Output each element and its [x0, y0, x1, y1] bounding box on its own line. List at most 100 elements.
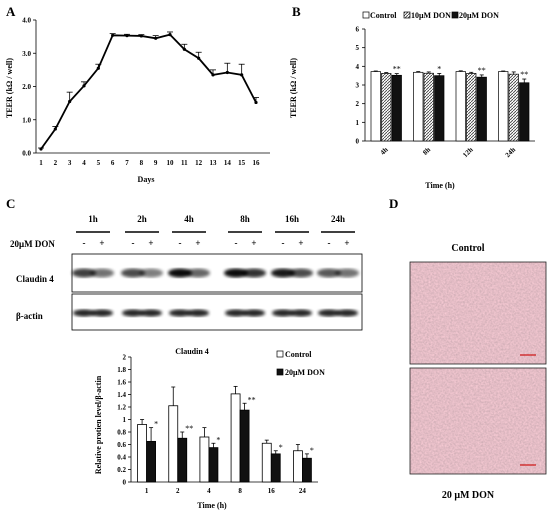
chart-a-xtick-label: 4 [82, 159, 86, 167]
chart-b-ytick-label: 6 [356, 26, 360, 34]
chart-c-bar [270, 453, 281, 483]
chart-b-bar [508, 73, 519, 142]
blot-band-claudin4 [121, 268, 145, 278]
blot-band-beta-actin [243, 309, 265, 317]
chart-a-point [240, 73, 244, 77]
chart-b-ytick-label: 0 [356, 138, 360, 146]
blot-time-label: 16h [285, 214, 299, 224]
blot-time-label: 4h [184, 214, 194, 224]
blot-band-beta-actin [272, 309, 294, 317]
chart-b-bar [498, 71, 509, 142]
chart-c-bar [168, 405, 179, 483]
chart-c-xtick-label: 24 [299, 487, 307, 495]
chart-c-bar [230, 393, 241, 483]
chart-a-point [82, 84, 86, 88]
chart-a-point [182, 47, 186, 51]
chart-b-significance: ** [520, 70, 528, 79]
chart-c-legend-swatch [276, 350, 284, 358]
blot-band-claudin4 [90, 268, 114, 278]
chart-a-xtick-label: 10 [167, 159, 175, 167]
chart-c-significance: * [310, 446, 314, 455]
chart-c-bar [239, 409, 250, 483]
chart-c-bar [293, 450, 303, 483]
chart-b-teer-bars: TEER (kΩ / well) Time (h) 0 1 2 3 4 5 6 4h 8h 12h… [289, 11, 535, 190]
chart-c-ytick-label: 0.6 [117, 441, 126, 449]
chart-a-point [154, 36, 158, 40]
chart-c-bar [199, 436, 210, 483]
chart-a-ytick-label: 2.0 [22, 83, 31, 91]
blot-band-beta-actin [73, 309, 95, 317]
blot-band-beta-actin [169, 309, 191, 317]
chart-c-ytick-label: 2 [123, 354, 127, 362]
chart-c-xtick-label: 1 [145, 487, 149, 495]
chart-c-significance: ** [185, 424, 193, 433]
blot-band-beta-actin [91, 309, 113, 317]
chart-c-ytick-label: 1 [123, 416, 127, 424]
chart-c-claudin4-bars: Claudin 4 Relative protien level/β-actin… [94, 347, 325, 510]
chart-c-bar [302, 457, 312, 483]
blot-band-beta-actin [187, 309, 209, 317]
blot-lane-sign: + [344, 238, 349, 248]
chart-a-xtick-label: 7 [125, 159, 129, 167]
chart-b-bar [391, 74, 402, 142]
chart-c-ytick-label: 1.4 [117, 391, 126, 399]
blot-time-label: 2h [137, 214, 147, 224]
blot-lane-sign: - [132, 238, 135, 248]
chart-a-point [225, 70, 229, 75]
blot-lane-sign: - [235, 238, 238, 248]
blot-lane-sign: + [298, 238, 303, 248]
chart-b-bar [455, 71, 466, 142]
blot-lane-sign: + [195, 238, 200, 248]
chart-a-ytick-label: 0.0 [22, 150, 31, 158]
chart-b-legend-swatch [403, 11, 411, 19]
blot-row-label-beta-actin: β-actin [16, 311, 43, 321]
chart-b-ytick-label: 4 [356, 63, 360, 71]
chart-c-ytick-label: 0.4 [117, 454, 126, 462]
blot-band-claudin4 [317, 268, 341, 278]
chart-a-point [197, 56, 201, 60]
blot-band-claudin4 [186, 268, 210, 278]
blot-band-claudin4 [224, 268, 248, 278]
chart-b-ylabel: TEER (kΩ / well) [289, 58, 298, 118]
blot-treatment-label: 20μM DON [10, 239, 55, 249]
blot-band-claudin4 [289, 268, 313, 278]
chart-a-point [139, 34, 143, 38]
chart-a-xtick-label: 11 [181, 159, 188, 167]
micrographs: Control 20 μM DON [409, 243, 547, 501]
micrograph-don-frame [409, 367, 547, 475]
micrograph-don [410, 368, 546, 474]
chart-a-point [168, 33, 172, 37]
blot-lane-sign: - [282, 238, 285, 248]
blot-time-label: 24h [331, 214, 345, 224]
chart-c-ytick-label: 1.6 [117, 379, 126, 387]
chart-c-xtick-label: 4 [207, 487, 211, 495]
chart-b-legend-label: 10μM DON [411, 11, 451, 20]
chart-c-xlabel: Time (h) [197, 501, 227, 510]
blot-band-claudin4 [139, 268, 163, 278]
chart-a-xtick-label: 5 [97, 159, 101, 167]
chart-a-xtick-label: 8 [140, 159, 144, 167]
blot-band-beta-actin [225, 309, 247, 317]
blot-time-label: 8h [240, 214, 250, 224]
chart-c-bar [177, 437, 188, 483]
blot-band-claudin4 [72, 268, 96, 278]
chart-c-xtick-label: 8 [238, 487, 242, 495]
chart-c-ylabel: Relative protien level/β-actin [94, 375, 103, 474]
chart-c-ytick-label: 0 [123, 479, 127, 487]
blot-box-claudin4 [71, 253, 363, 293]
blot-row-label-claudin4: Claudin 4 [16, 274, 54, 284]
blot-band-claudin4 [168, 268, 192, 278]
blot-box-beta-actin [71, 293, 363, 331]
chart-c-ytick-label: 1.8 [117, 366, 126, 374]
chart-c-xtick-label: 2 [176, 487, 180, 495]
chart-c-xtick-label: 16 [268, 487, 276, 495]
panel-label-d: D [389, 196, 398, 211]
blot-lane-sign: + [148, 238, 153, 248]
chart-a-xtick-label: 13 [210, 159, 218, 167]
chart-a-xtick-label: 9 [154, 159, 158, 167]
chart-a-xtick-label: 15 [238, 159, 246, 167]
chart-b-ytick-label: 3 [356, 82, 360, 90]
micrograph-label-don: 20 μM DON [442, 490, 495, 501]
blot-time-label: 1h [88, 214, 98, 224]
